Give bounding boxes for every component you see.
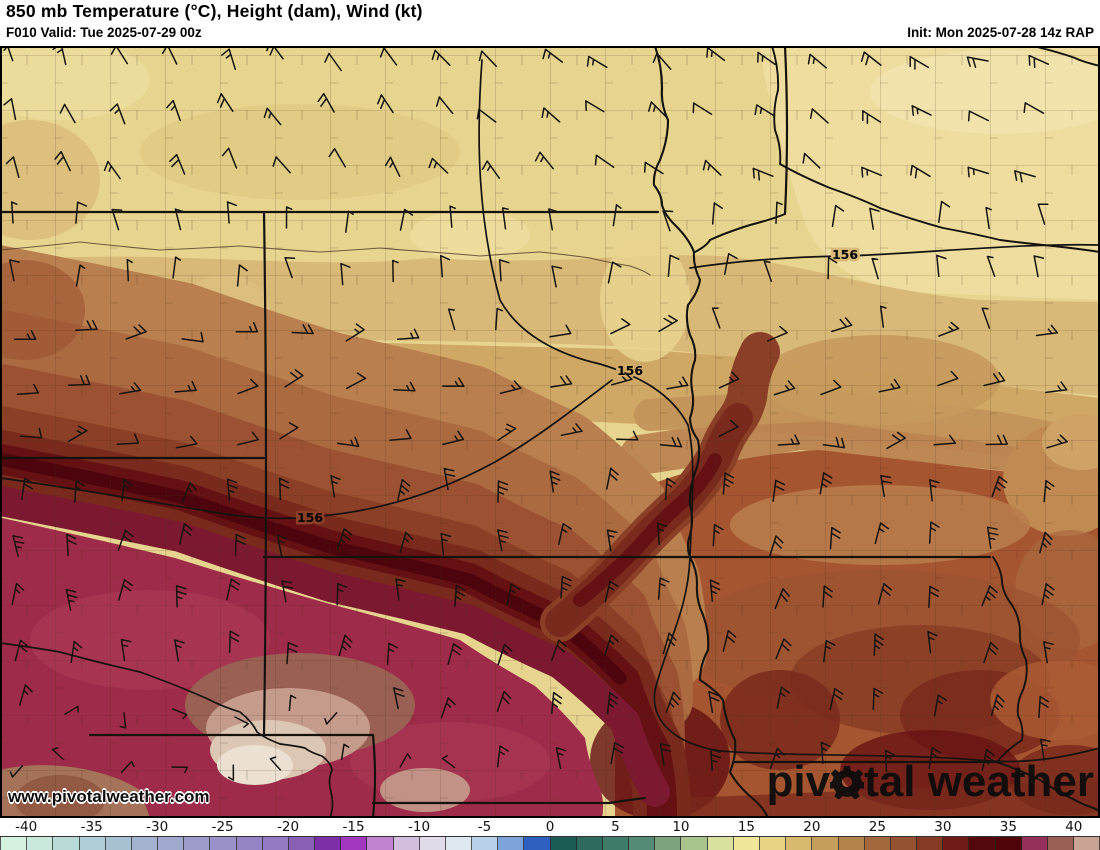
river-des-moines <box>996 761 1100 813</box>
colorbar-cell <box>995 837 1022 850</box>
colorbar-cell <box>445 837 473 850</box>
colorbar-cell <box>917 837 944 850</box>
colorbar-tick-label: 15 <box>737 819 756 835</box>
colorbar-tick-label: 20 <box>803 819 821 835</box>
colorbar-tick-label: -20 <box>277 819 300 835</box>
colorbar-tick-label: 0 <box>545 819 555 835</box>
colorbar-cell <box>524 837 551 850</box>
colorbar-cell <box>341 837 368 850</box>
county-grid <box>0 46 1100 818</box>
colorbar-cell <box>0 837 28 850</box>
colorbar-cell <box>498 837 525 850</box>
colorbar-tick-label: 25 <box>868 819 886 835</box>
colorbar-tick-label: -5 <box>477 819 492 835</box>
river-niobrara <box>0 241 651 276</box>
river-st-croix <box>1032 46 1100 67</box>
gear-icon <box>827 765 867 800</box>
colorbar-cell <box>576 837 603 850</box>
colorbar-cell <box>236 837 263 850</box>
height-contour-156 <box>478 59 1100 763</box>
map-canvas[interactable]: 156 156 156 <box>0 46 1100 818</box>
watermark-text-left: piv <box>766 757 831 806</box>
watermark-text-right: tal weather <box>864 757 1094 806</box>
colorbar-cell <box>969 837 996 850</box>
colorbar-cell <box>602 837 630 850</box>
colorbar-cell <box>629 837 656 850</box>
colorbar-cell <box>262 837 289 850</box>
height-contour-label: 156 <box>297 510 323 525</box>
colorbar-cell <box>367 837 394 850</box>
valid-time-label: F010 Valid: Tue 2025-07-29 00z <box>6 25 202 40</box>
colorbar-cell <box>655 837 682 850</box>
colorbar-tick-label: 10 <box>672 819 690 835</box>
height-contour-156 <box>0 379 613 520</box>
height-contour-156 <box>689 243 1100 269</box>
colorbar-cell <box>1047 837 1075 850</box>
colorbar-cell <box>1074 837 1100 850</box>
state-border-wy-ne <box>262 210 268 737</box>
colorbar-cell <box>1021 837 1048 850</box>
colorbar-cell <box>315 837 342 850</box>
colorbar-tick-label: -30 <box>146 819 169 835</box>
colorbar-cell <box>419 837 446 850</box>
colorbar-cell <box>812 837 839 850</box>
colorbar-cell <box>681 837 708 850</box>
colorbar-cell <box>210 837 237 850</box>
river-minnesota <box>771 46 1100 253</box>
colorbar-tick-label: -15 <box>342 819 365 835</box>
colorbar-cell <box>393 837 420 850</box>
river-mississippi <box>992 556 1028 763</box>
colorbar-cell <box>105 837 132 850</box>
colorbar-cell <box>838 837 865 850</box>
map-border <box>0 46 1100 818</box>
colorbar-tick-label: 5 <box>611 819 620 835</box>
init-time-label: Init: Mon 2025-07-28 14z RAP <box>907 25 1094 40</box>
colorbar-cell <box>131 837 159 850</box>
colorbar-cell <box>288 837 316 850</box>
river-big-sioux <box>694 213 786 253</box>
colorbar-cell <box>79 837 106 850</box>
river-south-platte <box>0 642 334 818</box>
colorbar-cell <box>472 837 499 850</box>
state-border-co-ks <box>371 733 377 818</box>
colorbar-cell <box>27 837 54 850</box>
colorbar-cell <box>890 837 918 850</box>
colorbar-cell <box>53 837 80 850</box>
state-border-ks <box>371 796 647 805</box>
colorbar-cell <box>733 837 760 850</box>
colorbar-cell <box>786 837 813 850</box>
colorbar-cell <box>550 837 577 850</box>
colorbar-tick-label: 40 <box>1065 819 1083 835</box>
colorbar-tick-label: -10 <box>408 819 431 835</box>
height-contour-label: 156 <box>617 363 643 378</box>
colorbar-tick-label: -25 <box>211 819 234 835</box>
wind-barbs <box>0 46 1068 781</box>
colorbar-cell <box>943 837 970 850</box>
river-missouri <box>652 46 770 818</box>
colorbar-tick-labels: -40 -35 -30 -25 -20 -15 -10 -5 0 5 10 15 20 25 30 35 40 <box>0 818 1100 836</box>
colorbar <box>0 836 1100 850</box>
colorbar-cell <box>759 837 787 850</box>
colorbar-cell <box>158 837 185 850</box>
height-contour-label: 156 <box>832 247 858 262</box>
colorbar-tick-label: 30 <box>934 819 952 835</box>
colorbar-tick-label: 35 <box>999 819 1017 835</box>
state-border-sd-mn <box>783 46 789 216</box>
colorbar-cell <box>184 837 211 850</box>
header-bar: 850 mb Temperature (°C), Height (dam), W… <box>0 0 1100 46</box>
page-title: 850 mb Temperature (°C), Height (dam), W… <box>6 1 423 21</box>
site-url: www.pivotalweather.com <box>8 787 210 806</box>
watermark: piv tal weather <box>767 760 1094 804</box>
colorbar-tick-label: -35 <box>80 819 103 835</box>
colorbar-tick-label: -40 <box>15 819 38 835</box>
colorbar-cell <box>864 837 891 850</box>
colorbar-cell <box>707 837 734 850</box>
